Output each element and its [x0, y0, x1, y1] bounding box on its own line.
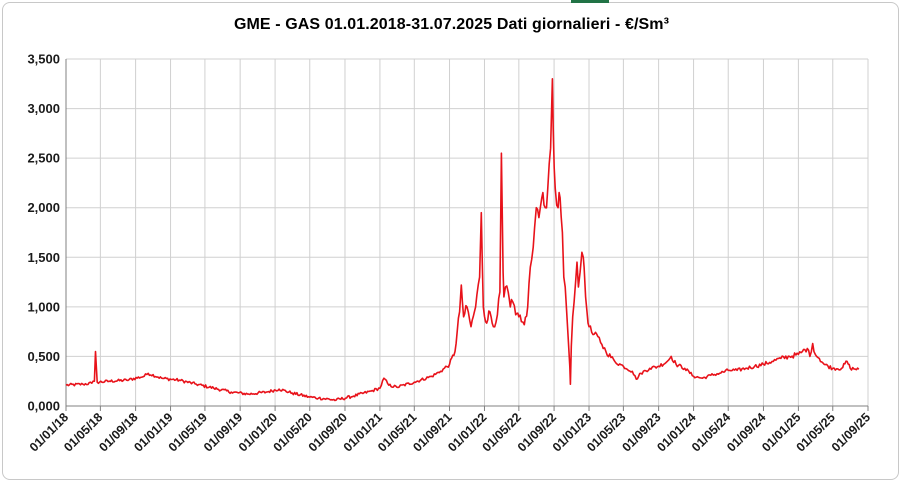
top-accent-bar: [571, 0, 609, 3]
axes: [65, 59, 869, 411]
y-tick-label: 1,500: [27, 250, 60, 265]
x-tick-label: 01/09/25: [829, 410, 873, 454]
y-tick-label: 0,500: [27, 349, 60, 364]
y-tick-label: 3,000: [27, 101, 60, 116]
gridlines: [65, 58, 869, 406]
y-tick-label: 2,500: [27, 151, 60, 166]
chart-title: GME - GAS 01.01.2018-31.07.2025 Dati gio…: [233, 16, 670, 33]
series-line: [65, 78, 860, 402]
y-tick-label: 3,500: [27, 52, 60, 67]
y-tick-label: 0,000: [27, 399, 60, 414]
x-tick-labels: 01/01/1801/05/1801/09/1801/01/1901/05/19…: [27, 410, 873, 454]
y-tick-label: 1,000: [27, 299, 60, 314]
data-series: [65, 78, 860, 402]
y-tick-label: 2,000: [27, 200, 60, 215]
y-tick-labels: 0,000 0,500 1,000 1,500 2,000 2,500 3,000 3,500: [27, 52, 60, 414]
